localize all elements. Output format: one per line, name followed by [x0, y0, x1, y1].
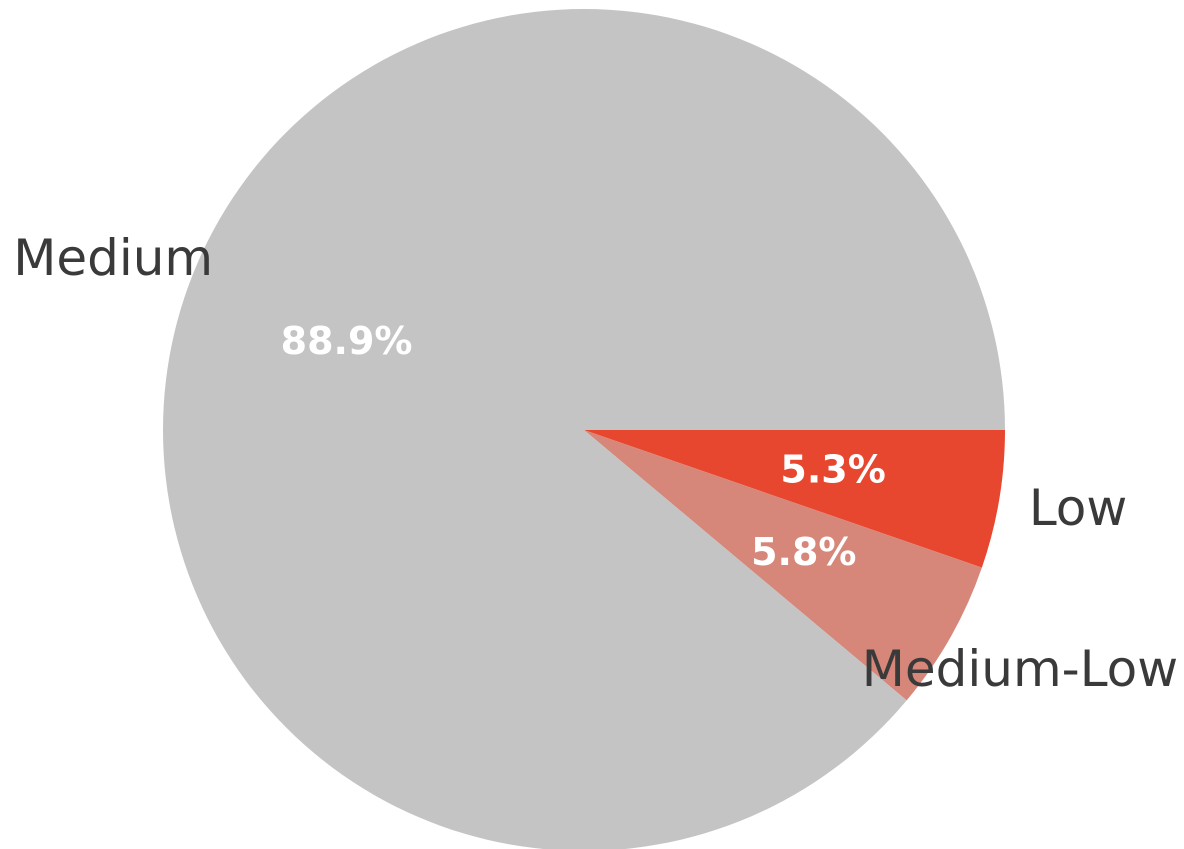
slice-value-label: 88.9%: [281, 319, 413, 363]
slice-category-label: Medium: [13, 229, 213, 287]
slice-value-label: 5.8%: [751, 530, 856, 574]
pie-slice: [584, 430, 982, 701]
slice-category-label: Medium-Low: [862, 640, 1178, 698]
slice-value-label: 5.3%: [780, 447, 885, 491]
slice-category-label: Low: [1029, 479, 1127, 537]
pie-slice: [584, 430, 1005, 568]
pie-slice: [163, 9, 1005, 849]
